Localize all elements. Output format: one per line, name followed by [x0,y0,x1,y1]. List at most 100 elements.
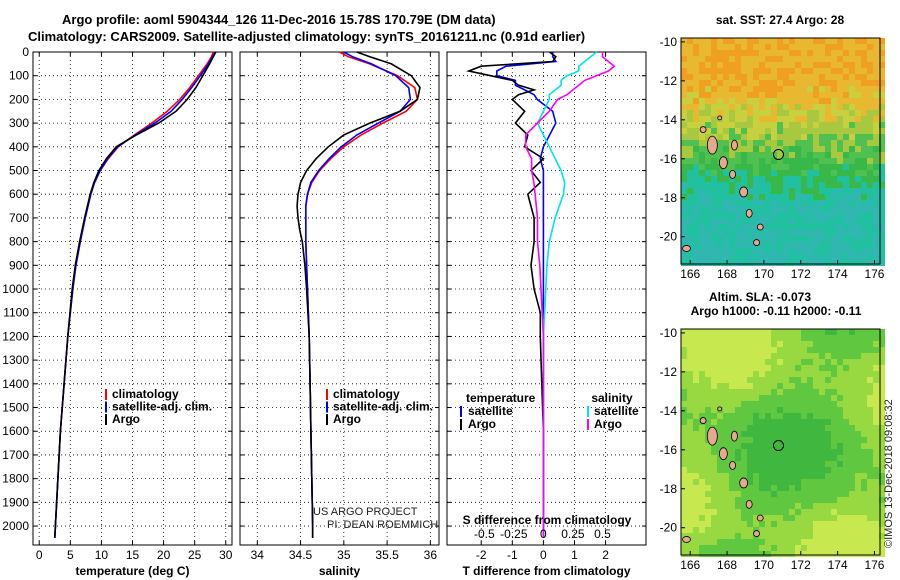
sst_map-cell [825,254,831,260]
sla_map-cell [753,467,759,473]
sla_map-cell [861,431,867,437]
sla_map-cell [777,473,783,479]
sla_map-cell [861,533,867,539]
sla_map-cell [717,491,723,497]
sst_map-cell [837,122,843,128]
sst_map-cell [711,44,717,50]
sst_map-cell [855,164,861,170]
sst_map-cell [825,194,831,200]
sst_map-cell [819,44,825,50]
sla_map-cell [759,359,765,365]
sst_map-cell [795,170,801,176]
sla_map-cell [717,353,723,359]
sst_map-cell [729,56,735,62]
sst_map-cell [789,206,795,212]
sla_map-cell [753,407,759,413]
sst_map-cell [783,188,789,194]
sst_map-cell [849,68,855,74]
sst_map-cell [813,80,819,86]
sla_map-cell [795,539,801,545]
sst_map-cell [789,80,795,86]
sla_map-cell [807,437,813,443]
sla_map-cell [861,503,867,509]
sst_map-cell [717,62,723,68]
sla_map-cell [831,365,837,371]
sst_map-cell [777,212,783,218]
sst_map-cell [711,212,717,218]
sla_map-cell [867,365,873,371]
sla_map-cell [843,359,849,365]
sst_map-cell [711,98,717,104]
sst_map-cell [873,248,879,254]
sla_map-cell [765,551,771,557]
sst_map-title: sat. SST: 27.4 Argo: 28 [716,13,845,27]
sla_map-cell [759,521,765,527]
sla_map-cell [807,353,813,359]
sla_map-cell [735,473,741,479]
sst_map-cell [711,200,717,206]
sla_map-cell [777,533,783,539]
sst_map-cell [777,92,783,98]
sst_map-cell [789,230,795,236]
sla_map-cell [837,377,843,383]
sst_map-cell [849,74,855,80]
sst_map-cell [729,92,735,98]
sst_map-cell [711,92,717,98]
sla_map-cell [741,455,747,461]
sla_map-cell [783,389,789,395]
sla_map-cell [795,467,801,473]
sst_map-cell [759,56,765,62]
sst_map-cell [837,146,843,152]
sla_map-cell [855,395,861,401]
sla_map-cell [699,449,705,455]
sst_map-cell [855,158,861,164]
sst_map-cell [723,182,729,188]
sla_map-cell [705,413,711,419]
sla_map-cell [801,527,807,533]
sla_map-cell [801,539,807,545]
sla_map-cell [687,539,693,545]
sst_map-cell [777,248,783,254]
sla_map-cell [819,431,825,437]
sst_map-cell [753,254,759,260]
sst_map-cell [771,242,777,248]
sst_map-cell [711,158,717,164]
sla_map-cell [819,521,825,527]
sla_map-cell [711,473,717,479]
sst_map-cell [741,230,747,236]
sst_map-cell [861,236,867,242]
sst_map-cell [867,128,873,134]
sst_map-cell [783,260,789,266]
sla_map-cell [759,455,765,461]
sst_map-cell [765,242,771,248]
sst_map-cell [807,254,813,260]
sla_map-cell [741,347,747,353]
sla_map-cell [813,413,819,419]
sst_map-cell [717,182,723,188]
sla_map-cell [747,461,753,467]
sla_map-cell [801,425,807,431]
sst_map-cell [831,164,837,170]
sst_map-cell [717,110,723,116]
sst_map-cell [819,218,825,224]
sst_map-cell [729,116,735,122]
sla_map-cell [765,413,771,419]
sst_map-cell [771,122,777,128]
sla_map-cell [705,455,711,461]
sst_map-cell [735,134,741,140]
sst_map-cell [831,74,837,80]
sst_map-cell [723,74,729,80]
temperature-xtick-label: 10 [95,548,109,562]
sla_map-cell [789,347,795,353]
sst_map-cell [747,56,753,62]
sst_map-cell [711,218,717,224]
sst_map-cell [813,218,819,224]
sst_map-cell [855,98,861,104]
sla_map-cell [753,545,759,551]
sla_map-cell [783,509,789,515]
sst_map-cell [765,116,771,122]
sla_map-cell [699,365,705,371]
depth-tick-label: 900 [9,258,29,272]
sst_map-cell [681,218,687,224]
sst_map-cell [855,260,861,266]
